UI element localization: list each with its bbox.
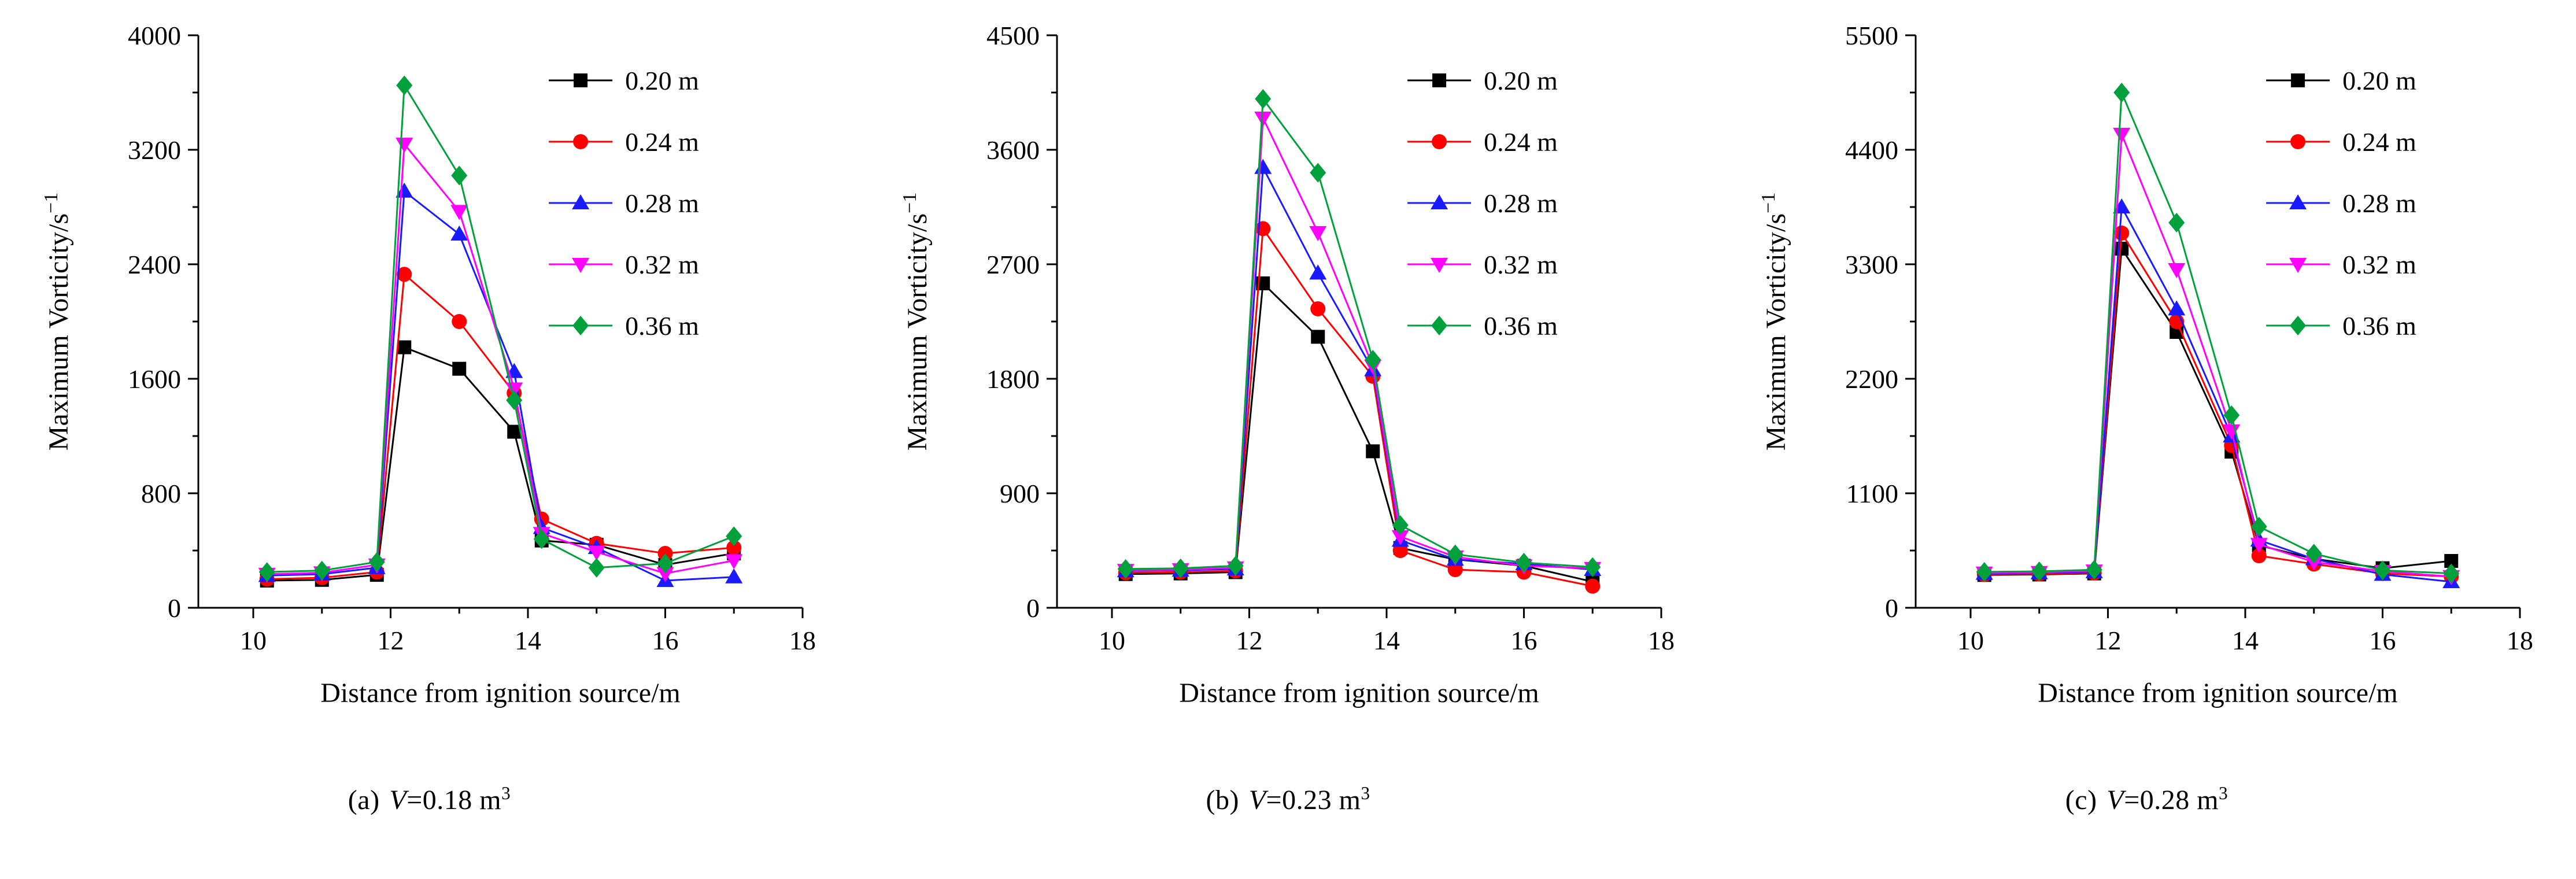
svg-text:Distance from ignition source/: Distance from ignition source/m xyxy=(1179,678,1539,708)
svg-text:1100: 1100 xyxy=(1846,479,1898,508)
svg-text:0.32 m: 0.32 m xyxy=(2342,250,2416,279)
svg-text:3200: 3200 xyxy=(128,135,181,165)
svg-text:0.36 m: 0.36 m xyxy=(625,311,699,341)
chart-panel-c: 10 12 14 16 18 0 1100 2200 3300 4400 5500 Distance … xyxy=(1717,9,2576,816)
svg-text:4000: 4000 xyxy=(128,21,181,50)
chart-a-caption: (a) V=0.18 m3 xyxy=(348,783,511,816)
svg-text:0.24 m: 0.24 m xyxy=(1484,127,1558,157)
svg-text:0.20 m: 0.20 m xyxy=(625,66,699,95)
svg-text:1800: 1800 xyxy=(986,364,1040,394)
svg-text:5500: 5500 xyxy=(1845,21,1898,50)
svg-text:14: 14 xyxy=(2232,626,2259,655)
chart-a-canvas: 10 12 14 16 18 0 800 1600 2400 3200 4000 Distance f… xyxy=(40,21,816,708)
svg-text:1600: 1600 xyxy=(128,364,181,394)
svg-text:0.32 m: 0.32 m xyxy=(625,250,699,279)
svg-text:10: 10 xyxy=(1099,626,1125,655)
svg-text:10: 10 xyxy=(240,626,267,655)
svg-text:0.28 m: 0.28 m xyxy=(625,189,699,218)
svg-text:18: 18 xyxy=(789,626,816,655)
caption-a-index: (a) xyxy=(348,785,380,815)
svg-text:0.36 m: 0.36 m xyxy=(2342,311,2416,341)
caption-b-symbol: V xyxy=(1248,785,1266,815)
caption-c-index: (c) xyxy=(2065,785,2097,815)
svg-text:0: 0 xyxy=(168,593,181,623)
caption-a-symbol: V xyxy=(389,785,407,815)
caption-c-superscript: 3 xyxy=(2219,783,2228,803)
svg-text:2200: 2200 xyxy=(1845,364,1898,394)
svg-text:0.24 m: 0.24 m xyxy=(2342,127,2416,157)
svg-text:18: 18 xyxy=(2507,626,2533,655)
svg-text:3300: 3300 xyxy=(1845,250,1898,279)
svg-text:800: 800 xyxy=(141,479,181,508)
svg-text:Maximum Vorticity/s−1: Maximum Vorticity/s−1 xyxy=(40,193,74,450)
svg-text:2400: 2400 xyxy=(128,250,181,279)
caption-b-superscript: 3 xyxy=(1361,783,1370,803)
caption-b-index: (b) xyxy=(1206,785,1239,815)
caption-c-value: =0.28 m xyxy=(2124,785,2219,815)
svg-text:14: 14 xyxy=(515,626,541,655)
svg-text:0.32 m: 0.32 m xyxy=(1484,250,1558,279)
svg-text:0: 0 xyxy=(1026,593,1040,623)
chart-b-canvas: 10 12 14 16 18 0 900 1800 2700 3600 4500 Distance f… xyxy=(899,21,1675,708)
svg-text:14: 14 xyxy=(1373,626,1400,655)
chart-panel-a: 10 12 14 16 18 0 800 1600 2400 3200 4000 Distance f… xyxy=(0,9,859,816)
svg-text:0.20 m: 0.20 m xyxy=(2342,66,2416,95)
svg-text:0.20 m: 0.20 m xyxy=(1484,66,1558,95)
caption-b-value: =0.23 m xyxy=(1266,785,1361,815)
caption-c-symbol: V xyxy=(2106,785,2124,815)
svg-text:12: 12 xyxy=(377,626,404,655)
caption-a-value: =0.18 m xyxy=(406,785,502,815)
svg-text:16: 16 xyxy=(2369,626,2396,655)
svg-text:4500: 4500 xyxy=(986,21,1040,50)
chart-b-caption: (b) V=0.23 m3 xyxy=(1206,783,1370,816)
svg-text:10: 10 xyxy=(1957,626,1984,655)
svg-text:0.24 m: 0.24 m xyxy=(625,127,699,157)
svg-text:Distance from ignition source/: Distance from ignition source/m xyxy=(320,678,681,708)
svg-text:12: 12 xyxy=(1236,626,1262,655)
svg-text:3600: 3600 xyxy=(986,135,1040,165)
svg-text:4400: 4400 xyxy=(1845,135,1898,165)
svg-text:Maximum Vorticity/s−1: Maximum Vorticity/s−1 xyxy=(1758,193,1791,450)
svg-text:12: 12 xyxy=(2094,626,2121,655)
figure-row: 10 12 14 16 18 0 800 1600 2400 3200 4000 Distance f… xyxy=(0,9,2576,816)
svg-text:16: 16 xyxy=(1510,626,1537,655)
chart-panel-b: 10 12 14 16 18 0 900 1800 2700 3600 4500 Distance f… xyxy=(859,9,1717,816)
chart-c-caption: (c) V=0.28 m3 xyxy=(2065,783,2228,816)
svg-text:0.28 m: 0.28 m xyxy=(1484,189,1558,218)
svg-text:18: 18 xyxy=(1648,626,1675,655)
svg-text:16: 16 xyxy=(652,626,678,655)
svg-text:0: 0 xyxy=(1885,593,1898,623)
svg-text:2700: 2700 xyxy=(986,250,1040,279)
caption-a-superscript: 3 xyxy=(501,783,511,803)
svg-text:0.28 m: 0.28 m xyxy=(2342,189,2416,218)
svg-text:0.36 m: 0.36 m xyxy=(1484,311,1558,341)
svg-text:Maximum Vorticity/s−1: Maximum Vorticity/s−1 xyxy=(899,193,933,450)
svg-text:900: 900 xyxy=(1000,479,1040,508)
svg-text:Distance from ignition source/: Distance from ignition source/m xyxy=(2038,678,2398,708)
chart-c-canvas: 10 12 14 16 18 0 1100 2200 3300 4400 5500 Distance … xyxy=(1758,21,2533,708)
